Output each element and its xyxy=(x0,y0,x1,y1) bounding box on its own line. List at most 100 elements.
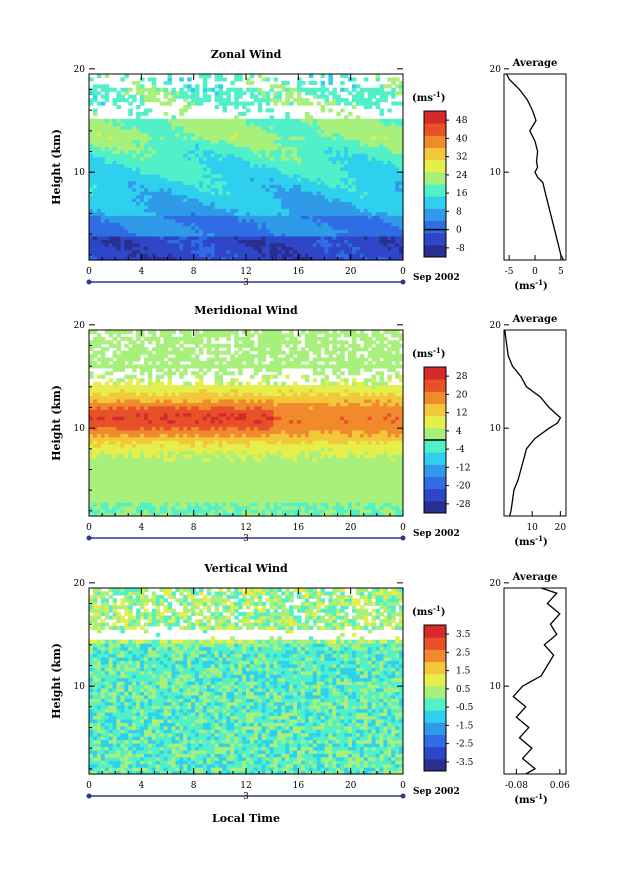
heat-cell xyxy=(206,495,212,500)
heat-cell xyxy=(249,132,255,137)
heat-cell xyxy=(391,229,396,234)
heat-cell xyxy=(202,512,208,517)
heat-cell xyxy=(96,467,102,472)
heat-cell xyxy=(191,225,196,230)
heat-cell xyxy=(312,153,318,158)
heat-cell xyxy=(155,471,161,476)
heat-cell xyxy=(383,149,388,154)
heat-cell xyxy=(206,485,212,490)
heat-cell xyxy=(222,225,227,230)
heat-cell xyxy=(289,235,294,240)
heat-cell xyxy=(163,502,169,507)
heat-cell xyxy=(128,509,133,514)
heat-cell xyxy=(253,170,259,175)
heat-cell xyxy=(273,122,278,127)
heat-cell xyxy=(340,177,345,182)
heat-cell xyxy=(163,495,169,500)
heat-cell xyxy=(308,464,314,469)
heat-cell xyxy=(367,253,373,258)
heat-cell xyxy=(355,495,361,500)
heat-cell xyxy=(257,467,263,472)
heat-cell xyxy=(183,153,188,158)
heat-cell xyxy=(363,180,369,185)
heat-cell xyxy=(312,204,318,209)
heat-cell xyxy=(159,509,165,514)
heat-cell xyxy=(273,229,278,234)
heat-cell xyxy=(320,129,326,134)
heat-cell xyxy=(257,509,263,514)
heat-cell xyxy=(163,153,169,158)
heat-cell xyxy=(269,146,275,151)
heat-cell xyxy=(96,474,102,479)
heat-cell xyxy=(351,142,357,147)
heat-cell xyxy=(108,502,114,507)
heat-cell xyxy=(312,246,318,251)
heat-cell xyxy=(100,249,106,254)
heat-cell xyxy=(163,474,169,479)
heat-cell xyxy=(120,229,125,234)
heat-cell xyxy=(147,229,153,234)
heat-cell xyxy=(348,218,353,223)
heat-cell xyxy=(120,198,125,203)
heat-cell xyxy=(293,191,298,196)
heat-cell xyxy=(214,84,220,89)
heat-cell xyxy=(230,474,235,479)
heat-cell xyxy=(269,125,275,130)
heat-cell xyxy=(179,184,184,189)
heat-cell xyxy=(324,481,330,486)
heat-cell xyxy=(320,235,326,240)
heat-cell xyxy=(175,481,180,486)
heat-cell xyxy=(242,105,247,110)
heat-cell xyxy=(242,478,247,483)
heat-cell xyxy=(104,153,110,158)
heat-cell xyxy=(383,201,388,206)
heat-cell xyxy=(285,485,290,490)
heat-cell xyxy=(285,191,290,196)
heat-cell xyxy=(198,495,204,500)
heat-cell xyxy=(163,198,169,203)
heat-cell xyxy=(171,246,176,251)
heat-cell xyxy=(320,156,326,161)
heat-cell xyxy=(367,201,373,206)
heat-cell xyxy=(183,488,188,493)
heat-cell xyxy=(163,122,169,127)
heat-cell xyxy=(289,204,294,209)
heat-cell xyxy=(367,485,373,490)
heat-cell xyxy=(112,101,118,106)
heat-cell xyxy=(269,198,275,203)
heat-cell xyxy=(234,478,239,483)
heat-cell xyxy=(316,170,322,175)
heat-cell xyxy=(132,129,137,134)
heat-cell xyxy=(191,191,196,196)
heat-cell xyxy=(399,512,404,517)
heat-cell xyxy=(351,153,357,158)
heat-cell xyxy=(363,167,369,172)
heat-cell xyxy=(328,225,333,230)
heat-cell xyxy=(371,160,377,165)
heat-cell xyxy=(312,198,318,203)
heat-cell xyxy=(379,481,384,486)
heat-cell xyxy=(198,239,204,244)
heat-cell xyxy=(289,509,294,514)
heat-cell xyxy=(359,467,365,472)
heat-cell xyxy=(328,215,333,220)
heat-cell xyxy=(187,184,192,189)
heat-cell xyxy=(202,509,208,514)
heat-cell xyxy=(120,222,125,227)
heat-cell xyxy=(234,167,239,172)
heat-cell xyxy=(324,464,330,469)
heat-cell xyxy=(171,249,176,254)
heat-cell xyxy=(355,242,361,247)
heat-cell xyxy=(198,201,204,206)
heat-cell xyxy=(147,478,153,483)
heat-cell xyxy=(89,142,94,147)
heat-cell xyxy=(214,249,220,254)
heat-cell xyxy=(257,502,263,507)
heat-cell xyxy=(128,256,133,261)
heat-cell xyxy=(92,204,98,209)
heat-cell xyxy=(163,249,169,254)
heat-cell xyxy=(265,256,271,261)
heat-cell xyxy=(92,136,98,141)
heat-cell xyxy=(140,488,145,493)
heat-cell xyxy=(179,142,184,147)
